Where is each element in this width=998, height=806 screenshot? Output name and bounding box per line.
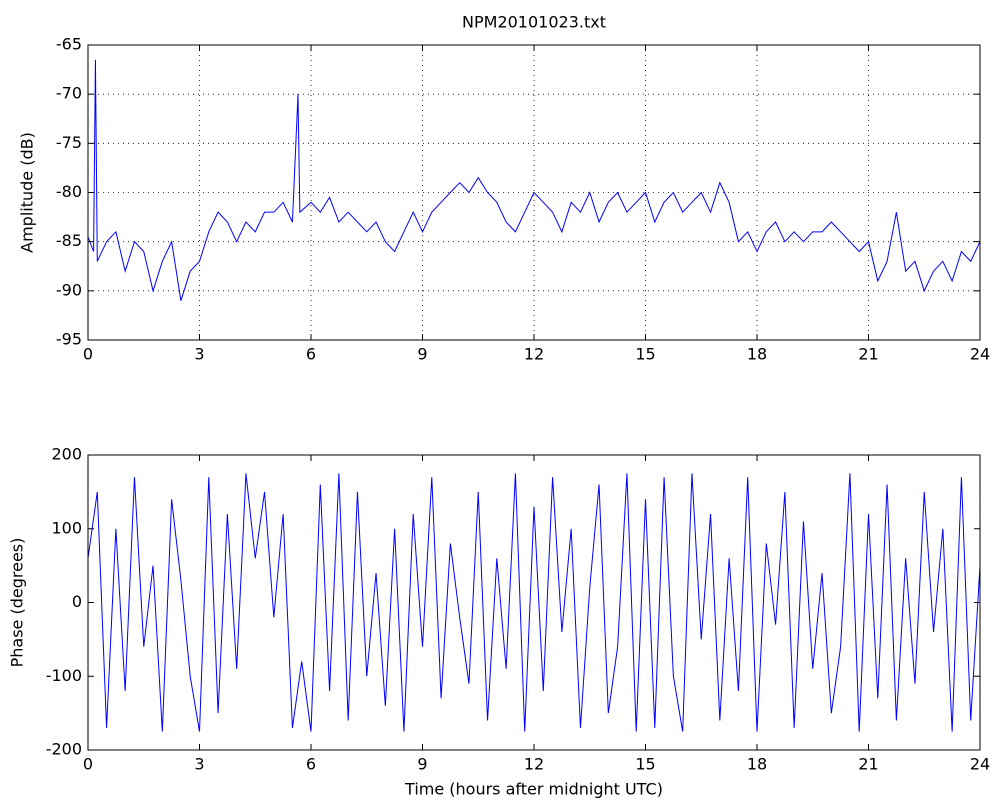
- y-tick-label: -95: [56, 330, 82, 349]
- x-tick-label: 0: [83, 345, 93, 364]
- y-tick-label: -80: [56, 182, 82, 201]
- x-tick-label: 3: [194, 755, 204, 774]
- x-tick-label: 12: [524, 345, 544, 364]
- x-tick-label: 24: [970, 755, 990, 774]
- data-line: [87, 59, 981, 301]
- x-tick-label: 12: [524, 755, 544, 774]
- x-tick-label: 21: [858, 755, 878, 774]
- x-tick-label: 18: [747, 755, 767, 774]
- y-tick-label: -85: [56, 231, 82, 250]
- axes-frame: [87, 44, 981, 341]
- axes-frame: [87, 454, 981, 751]
- y-tick-label: -200: [46, 740, 82, 759]
- y-tick-label: 100: [51, 518, 82, 537]
- y-tick-label: -65: [56, 35, 82, 54]
- plot-area: [88, 455, 980, 750]
- x-tick-label: 6: [306, 345, 316, 364]
- y-tick-label: -70: [56, 84, 82, 103]
- x-tick-label: 0: [83, 755, 93, 774]
- y-tick-label: -100: [46, 666, 82, 685]
- chart-title: NPM20101023.txt: [462, 13, 606, 32]
- x-tick-label: 15: [635, 345, 655, 364]
- y-tick-label: 200: [51, 445, 82, 464]
- y-axis-label: Phase (degrees): [8, 538, 27, 668]
- y-axis-label: Amplitude (dB): [18, 132, 37, 253]
- x-tick-label: 24: [970, 345, 990, 364]
- x-tick-label: 3: [194, 345, 204, 364]
- y-tick-label: -75: [56, 133, 82, 152]
- data-line: [87, 473, 981, 732]
- x-tick-label: 21: [858, 345, 878, 364]
- x-axis-label: Time (hours after midnight UTC): [404, 780, 663, 799]
- x-tick-label: 18: [747, 345, 767, 364]
- y-tick-label: -90: [56, 280, 82, 299]
- x-tick-label: 9: [417, 345, 427, 364]
- x-tick-label: 9: [417, 755, 427, 774]
- y-tick-label: 0: [72, 592, 82, 611]
- x-tick-label: 6: [306, 755, 316, 774]
- x-tick-label: 15: [635, 755, 655, 774]
